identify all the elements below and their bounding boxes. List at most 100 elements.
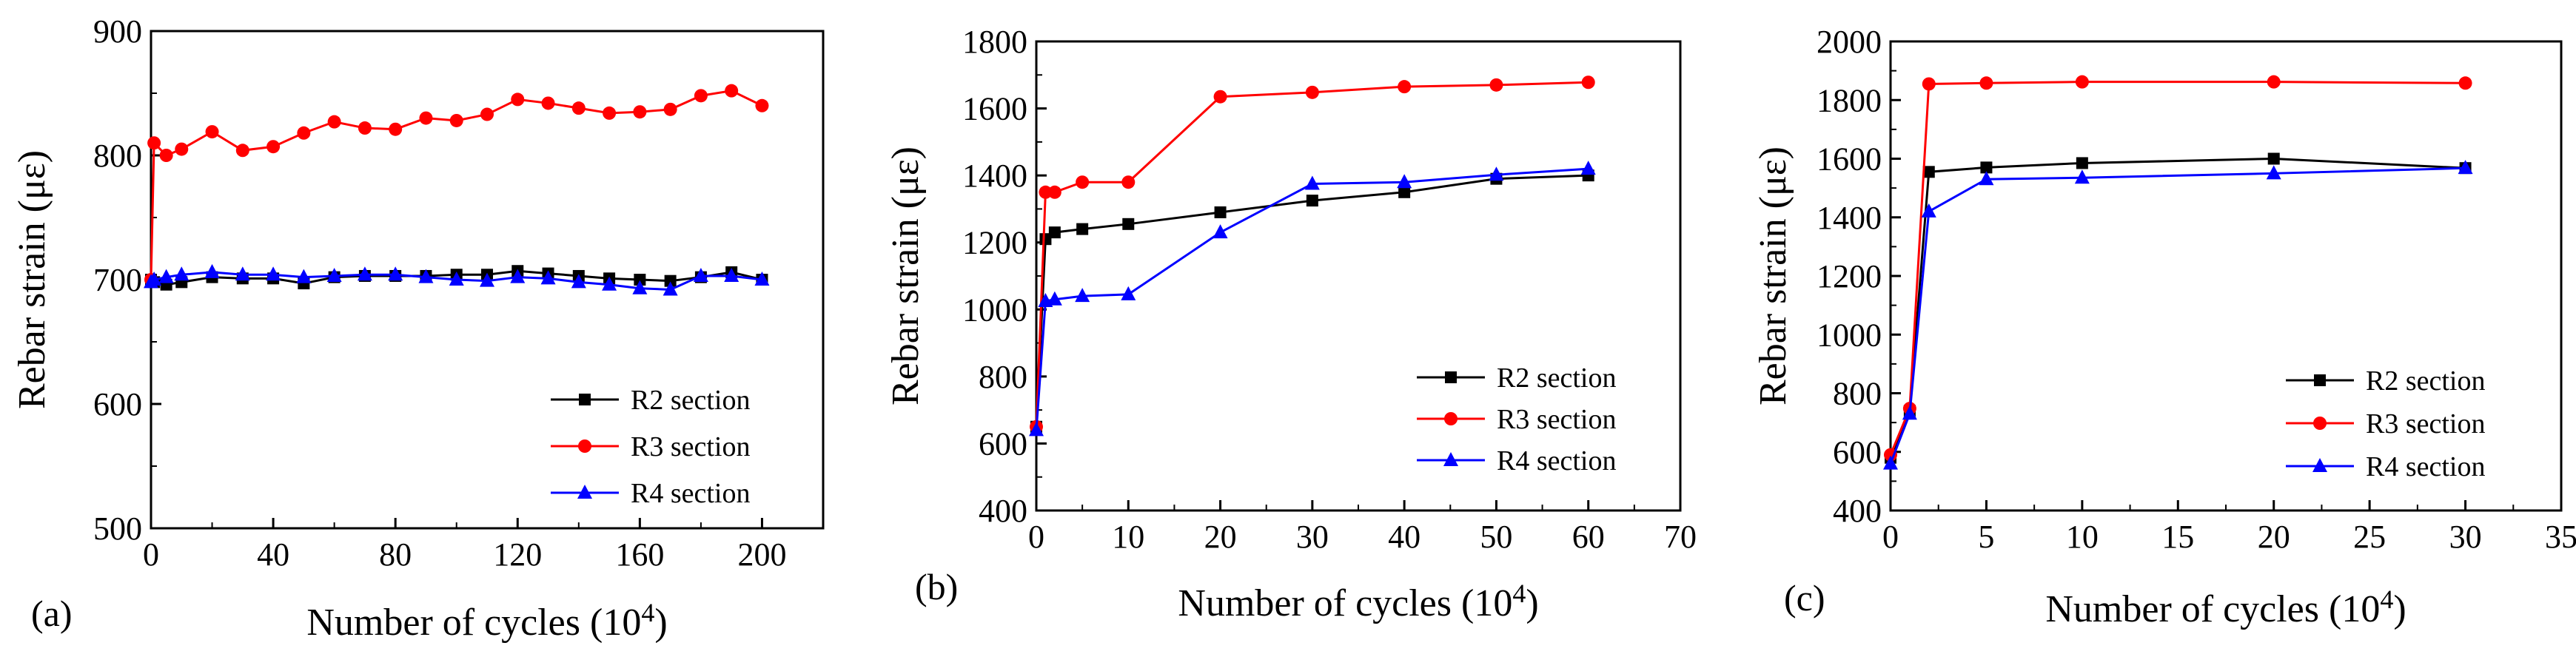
chart-3-y-tick-label: 1000	[1817, 317, 1882, 353]
chart-1-y-tick-label: 800	[93, 138, 142, 174]
chart-3-series-r2-section-point	[2076, 157, 2088, 169]
chart-2-plot-frame	[1035, 40, 1682, 512]
chart-2-series-r3-section-point	[1047, 185, 1061, 199]
chart-1-series-r3-section-point	[571, 101, 586, 115]
chart-1-series-r3-section-point	[358, 121, 372, 135]
chart-2: 0 10 20 30 40 50 60 70 400 600 800 1000 1200 1400 1600…	[885, 24, 1697, 624]
chart-3-y-tick-label: 1800	[1817, 82, 1882, 118]
chart-1-series-r4-section-point	[663, 281, 678, 296]
chart-1-legend-label: R3 section	[631, 431, 750, 462]
chart-1-y-tick-label: 500	[93, 511, 142, 547]
chart-1-series-r3-section-point	[725, 84, 739, 98]
chart-3-y-tick-label: 400	[1833, 493, 1882, 529]
chart-2-legend-marker	[1444, 412, 1458, 425]
chart-2-series-r2-section-point	[1398, 186, 1411, 198]
chart-3-series-r3-section-point	[1884, 448, 1897, 462]
chart-1-series-r3-section-point	[235, 144, 249, 158]
chart-1-series-r3-section-point	[205, 125, 219, 139]
chart-3-legend-label: R3 section	[2366, 408, 2485, 439]
chart-1-series-r4-section-point	[754, 272, 770, 286]
chart-3-y-tick-label: 1400	[1817, 200, 1882, 236]
chart-1-series-r2-section-point	[664, 274, 677, 287]
chart-3-x-tick-label: 10	[2066, 519, 2099, 555]
chart-1-y-axis-label: Rebar strain (με)	[11, 150, 53, 409]
chart-3-x-tick-label: 0	[1882, 519, 1899, 555]
chart-2-series-r2-section-point	[1076, 223, 1089, 235]
chart-1-series-r3-section-point	[389, 122, 403, 136]
chart-3-series-r3-section-line	[1889, 81, 2466, 456]
chart-1-y-tick-label: 900	[93, 13, 142, 50]
chart-2-x-tick-label: 30	[1296, 519, 1329, 555]
chart-1-series-r3-section-point	[266, 140, 281, 154]
chart-2-series-r3-section-point	[1076, 175, 1090, 189]
chart-2-series-r3-section-point	[1121, 175, 1136, 189]
chart-2-x-axis-label-close: )	[1526, 582, 1538, 624]
chart-3-x-tick-label: 5	[1978, 519, 1994, 555]
chart-2-x-axis-label-main: Number of cycles (10	[1178, 582, 1512, 624]
chart-3-y-tick-label: 2000	[1817, 24, 1882, 60]
chart-3-series-r4-section-point	[1902, 405, 1917, 420]
chart-3-series-r3-section-point	[2267, 75, 2281, 89]
chart-2-series-r4-section-point	[1580, 161, 1596, 175]
chart-3-legend-marker	[2313, 417, 2327, 430]
chart-1-x-tick-label: 40	[257, 536, 289, 573]
chart-2-series-r2-section-point	[1122, 218, 1135, 230]
chart-1-series-r4-section-point	[235, 266, 250, 281]
chart-3-legend-marker	[2314, 374, 2326, 386]
chart-2-y-tick-label: 600	[979, 425, 1027, 462]
chart-3-x-axis-label-main: Number of cycles (10	[2045, 588, 2380, 630]
chart-3-series-r3-section-point	[2075, 75, 2089, 89]
chart-2-x-tick-label: 10	[1112, 519, 1144, 555]
chart-3-series-r3-section	[1884, 75, 2472, 462]
chart-1-series-r4-section-point	[296, 269, 312, 283]
chart-1-series-r3-section-point	[159, 149, 173, 162]
chart-3-series-r2-section-point	[1980, 161, 1993, 174]
chart-1-series-r4-section-point	[158, 269, 174, 283]
chart-1-x-tick-label: 160	[615, 536, 664, 573]
chart-1: 0 40 80 120 160 200 500 600 700 800 900 Rebar strai…	[11, 13, 825, 644]
chart-2-y-tick-label: 1600	[962, 91, 1027, 127]
chart-2-panel-label: (b)	[915, 566, 958, 607]
chart-1-series-r4-section-point	[510, 269, 526, 283]
chart-2-legend-label: R2 section	[1497, 363, 1616, 394]
chart-3-panel-label: (c)	[1784, 577, 1825, 619]
chart-1-series-r4-section-point	[449, 272, 464, 286]
chart-3-series-r4-section-point	[1883, 455, 1898, 470]
chart-1-x-axis-label-main: Number of cycles (10	[306, 602, 641, 644]
chart-2-y-tick-label: 1400	[962, 158, 1027, 194]
chart-2-legend-marker	[1445, 371, 1457, 383]
chart-3-series-r3-section-point	[1979, 76, 1993, 90]
chart-3-series-r3-section-point	[2458, 76, 2472, 90]
chart-1-series-r3-section-point	[755, 98, 769, 112]
chart-2-y-tick-label: 1800	[962, 24, 1027, 60]
chart-1-series-r3-section-point	[511, 92, 525, 107]
chart-2-x-tick-label: 20	[1204, 519, 1237, 555]
chart-2-series-r3-section-point	[1581, 75, 1595, 90]
chart-1-y-tick-label: 700	[93, 262, 142, 298]
chart-1-legend-marker	[577, 485, 592, 499]
chart-2-series-r4-section-point	[1121, 286, 1136, 300]
chart-3-x-tick-label: 35	[2545, 519, 2576, 555]
chart-1-series-r4-section-point	[357, 266, 372, 281]
chart-3-series-r4-section-point	[2266, 165, 2281, 180]
chart-1-y-tick-label: 600	[93, 386, 142, 422]
chart-3-y-tick-label: 600	[1833, 434, 1882, 471]
chart-2-series-r2-section-point	[1306, 195, 1318, 207]
chart-2-x-tick-label: 0	[1028, 519, 1044, 555]
chart-3-series-r4-section	[1883, 160, 2473, 470]
chart-2-y-tick-label: 1200	[962, 225, 1027, 261]
chart-2-x-axis-label: Number of cycles (104)	[1178, 579, 1538, 624]
chart-1-series-r4-section-point	[147, 272, 162, 286]
chart-2-x-axis-label-exponent: 4	[1512, 579, 1526, 608]
chart-2-y-tick-label: 1000	[962, 292, 1027, 328]
chart-2-series-r4-section-point	[1029, 422, 1044, 437]
chart-1-series-r3-section-point	[175, 142, 189, 156]
chart-1-panel-label: (a)	[31, 593, 73, 634]
chart-2-series-r4-section-point	[1075, 288, 1090, 303]
chart-3-legend-marker	[2312, 458, 2327, 472]
chart-2-x-tick-label: 70	[1664, 519, 1697, 555]
chart-1-series-r3-section-point	[480, 107, 494, 121]
chart-1-x-tick-label: 120	[493, 536, 542, 573]
chart-2-x-tick-label: 60	[1572, 519, 1605, 555]
